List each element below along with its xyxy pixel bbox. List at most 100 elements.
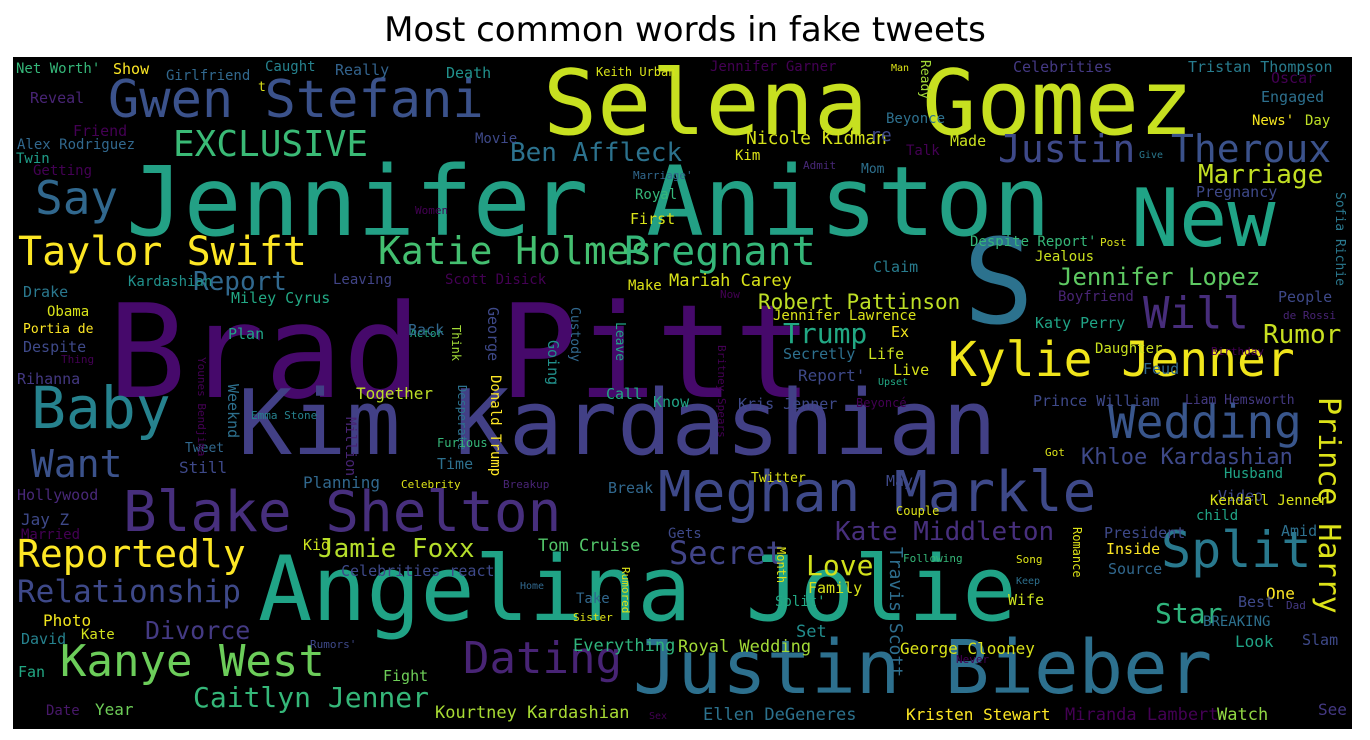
word-kim: Kim — [735, 148, 761, 164]
word-custody: Custody — [567, 307, 582, 362]
word-friend: Friend — [73, 122, 128, 140]
word-celebrity: Celebrity — [401, 478, 461, 491]
word-kourtney-kardashian: Kourtney Kardashian — [435, 703, 630, 723]
word-still: Still — [179, 458, 228, 477]
word-birthday: Birthday — [1211, 345, 1264, 358]
word-one: One — [1266, 584, 1295, 603]
word-sister: Sister — [573, 611, 613, 624]
word-married: Married — [21, 527, 81, 543]
word-claim: Claim — [873, 258, 919, 276]
word-prince-william: Prince William — [1033, 392, 1160, 410]
word-beyonc: Beyoncé — [856, 396, 907, 410]
word-planning: Planning — [303, 473, 381, 492]
word-time: Time — [437, 455, 474, 473]
word-show: Show — [113, 60, 150, 78]
word-scott-disick: Scott Disick — [445, 272, 547, 288]
word-meghan-markle: Meghan Markle — [658, 460, 1097, 525]
word-justin: Justin — [998, 127, 1136, 171]
word-amid: Amid — [1281, 522, 1318, 540]
word-rumors: Rumors' — [310, 638, 357, 651]
word-source: Source — [1108, 560, 1163, 578]
word-miley-cyrus: Miley Cyrus — [231, 289, 331, 307]
word-actor: Actor — [410, 327, 444, 340]
word-engaged: Engaged — [1261, 88, 1325, 106]
word-katie-holmes: Katie Holmes — [378, 229, 653, 273]
word-royal-wedding: Royal Wedding — [678, 637, 812, 657]
word-mom: Mom — [861, 162, 885, 177]
word-family: Family — [808, 579, 863, 597]
word-jealous: Jealous — [1035, 249, 1095, 265]
word-made: Made — [950, 132, 987, 150]
word-romance: Romance — [1070, 527, 1084, 578]
word-weeknd: Weeknd — [224, 384, 242, 439]
word-caitlyn-jenner: Caitlyn Jenner — [193, 681, 430, 714]
word-david: David — [21, 630, 67, 648]
word-movie: Movie — [475, 131, 518, 147]
word-breakup: Breakup — [503, 478, 550, 491]
word-talk: Talk — [906, 143, 940, 159]
word-twin: Twin — [16, 151, 50, 167]
word-justin-bieber: Justin Bieber — [633, 625, 1213, 711]
word-beyonce: Beyonce — [886, 111, 946, 127]
word-theroux: Theroux — [1171, 127, 1332, 171]
word-together: Together — [356, 384, 434, 403]
word-reveal: Reveal — [30, 89, 85, 107]
word-photo: Photo — [43, 611, 92, 630]
word-jennifer-lawrence: Jennifer Lawrence — [773, 308, 917, 324]
word-girlfriend: Girlfriend — [166, 68, 251, 84]
word-re: re — [870, 125, 892, 146]
word-life: Life — [868, 345, 905, 363]
word-live: Live — [893, 361, 930, 379]
word-kylie-jenner: Kylie Jenner — [948, 332, 1295, 388]
word-nicole-kidman: Nicole Kidman — [746, 128, 887, 149]
word-emma-stone: Emma Stone — [251, 409, 318, 422]
word-twitter: Twitter — [751, 471, 806, 486]
word-britney-spears: Britney Spears — [715, 345, 728, 438]
word-women: Women — [415, 204, 449, 217]
word-home: Home — [520, 581, 545, 592]
word-president: President — [1104, 524, 1186, 542]
word-robert-pattinson: Robert Pattinson — [758, 290, 961, 314]
word-new: New — [1131, 172, 1276, 265]
word-kate: Kate — [81, 627, 115, 643]
word-gets: Gets — [668, 526, 702, 542]
word-split: Split — [1161, 521, 1312, 579]
word-tristan-thompson: Tristan Thompson — [1188, 58, 1333, 76]
word-liam-hemsworth: Liam Hemsworth — [1185, 393, 1295, 408]
word-breaking: BREAKING — [1203, 614, 1271, 630]
word-fan: Fan — [18, 663, 46, 681]
word-secretly: Secretly — [783, 345, 856, 363]
word-video: Video — [1218, 487, 1264, 505]
word-slam: Slam — [1302, 631, 1339, 649]
word-want: Want — [31, 442, 123, 486]
word-divorce: Divorce — [145, 616, 251, 645]
word-tweet: Tweet — [185, 441, 225, 456]
word-jennifer-garner: Jennifer Garner — [710, 59, 837, 75]
word-donald-trump: Donald Trump — [487, 375, 503, 477]
word-kid: Kid — [303, 536, 331, 554]
word-marriage: Marriage — [1198, 160, 1324, 190]
word-year: Year — [95, 700, 134, 719]
word-taylor-swift: Taylor Swift — [18, 229, 307, 275]
word-million: Million — [342, 417, 358, 477]
word-portia-de: Portia de — [23, 322, 94, 337]
word-song: Song — [1016, 553, 1043, 566]
word-ben-affleck: Ben Affleck — [510, 138, 683, 168]
word-obama: Obama — [47, 304, 90, 320]
word-best: Best — [1238, 593, 1275, 611]
word-t: t — [258, 80, 266, 95]
word-news: News' — [1252, 113, 1295, 129]
word-younes-bendjima: Younes Bendjima — [195, 357, 208, 457]
word-jay-z: Jay Z — [21, 510, 70, 529]
word-following: Following — [903, 552, 963, 565]
word-star: Star — [1155, 597, 1223, 630]
word-s: S — [963, 213, 1035, 351]
word-everything: Everything — [573, 636, 676, 656]
word-watch: Watch — [1217, 705, 1269, 725]
word-furious: Furious — [437, 436, 488, 450]
word-month: Month — [774, 547, 788, 584]
word-kendall-jenner: Kendall Jenner — [1210, 493, 1329, 509]
word-relationship: Relationship — [17, 574, 241, 610]
word-kardashian: Kardashian — [128, 274, 213, 290]
word-dating: Dating — [463, 633, 622, 684]
